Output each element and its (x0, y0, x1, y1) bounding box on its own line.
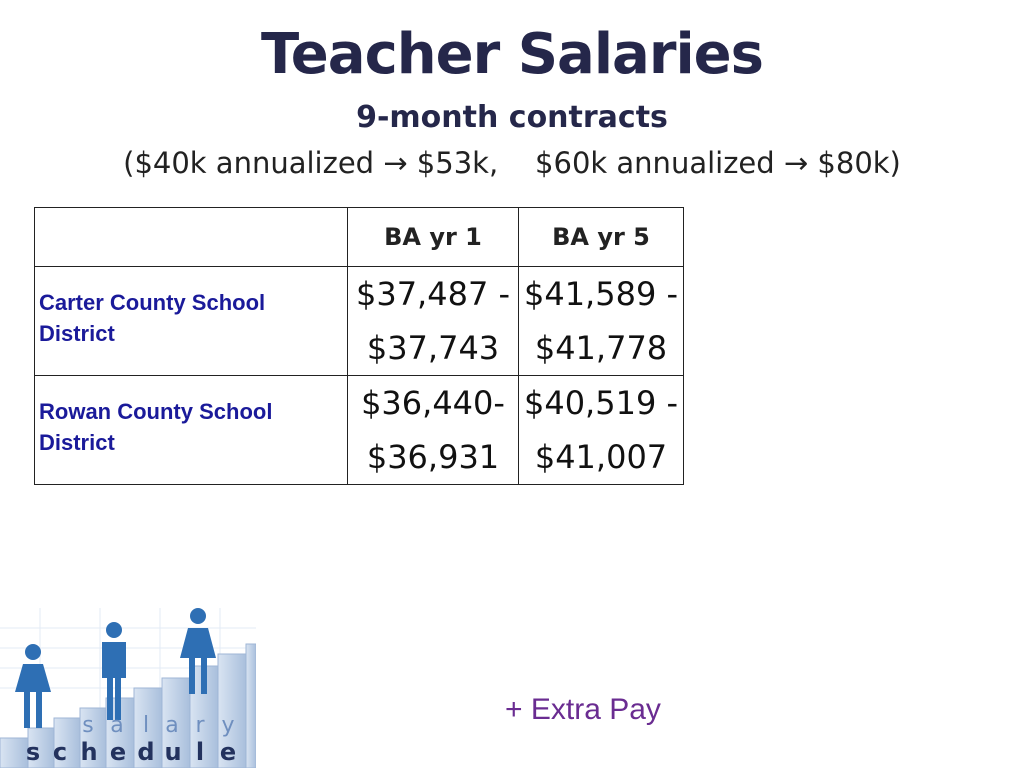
logo-letter: e (220, 738, 236, 766)
logo-letter: e (110, 738, 126, 766)
salary-high: $41,007 (534, 438, 668, 476)
logo-letter: d (137, 738, 154, 766)
salary-low: $41,589 - (523, 275, 679, 313)
extra-pay-note: + Extra Pay (505, 693, 661, 726)
page-title: Teacher Salaries (261, 22, 764, 87)
logo-letter: c (53, 738, 67, 766)
page-subtitle: 9-month contracts (356, 100, 668, 135)
logo-letter: l (196, 738, 204, 766)
salary-low: $37,487 - (355, 275, 511, 313)
header-ba-yr5: BA yr 5 (518, 207, 684, 267)
salary-low: $36,440- (361, 384, 505, 422)
district-name: Rowan County School District (34, 375, 348, 485)
salary-table: BA yr 1 BA yr 5 Carter County School Dis… (34, 207, 684, 485)
ba-yr1-cell: $37,487 - $37,743 (347, 266, 519, 376)
logo-letter: h (80, 738, 97, 766)
ba-yr5-cell: $40,519 - $41,007 (518, 375, 684, 485)
ba-yr1-cell: $36,440- $36,931 (347, 375, 519, 485)
table-row: Rowan County School District $36,440- $3… (34, 375, 684, 485)
table-row: Carter County School District $37,487 - … (34, 266, 684, 376)
header-ba-yr1: BA yr 1 (347, 207, 519, 267)
salary-schedule-logo-icon: s a l a r y s c h e d u l e (0, 608, 256, 768)
salary-high: $36,931 (366, 438, 500, 476)
district-name: Carter County School District (34, 266, 348, 376)
logo-letter: a (165, 713, 178, 738)
salary-high: $37,743 (366, 329, 500, 367)
logo-letter: u (164, 738, 181, 766)
table-header-row: BA yr 1 BA yr 5 (34, 207, 684, 267)
logo-letter: y (221, 713, 234, 738)
ba-yr5-cell: $41,589 - $41,778 (518, 266, 684, 376)
logo-letter: s (26, 738, 40, 766)
district-label: Carter County School District (39, 290, 266, 346)
logo-letter: s (82, 713, 93, 738)
salary-low: $40,519 - (523, 384, 679, 422)
logo-letter: a (110, 713, 123, 738)
logo-letter: l (143, 713, 149, 738)
logo-letter: r (195, 713, 205, 738)
header-blank (34, 207, 348, 267)
annualized-note: ($40k annualized → $53k, $60k annualized… (123, 146, 901, 180)
salary-high: $41,778 (534, 329, 668, 367)
district-label: Rowan County School District (39, 399, 273, 455)
